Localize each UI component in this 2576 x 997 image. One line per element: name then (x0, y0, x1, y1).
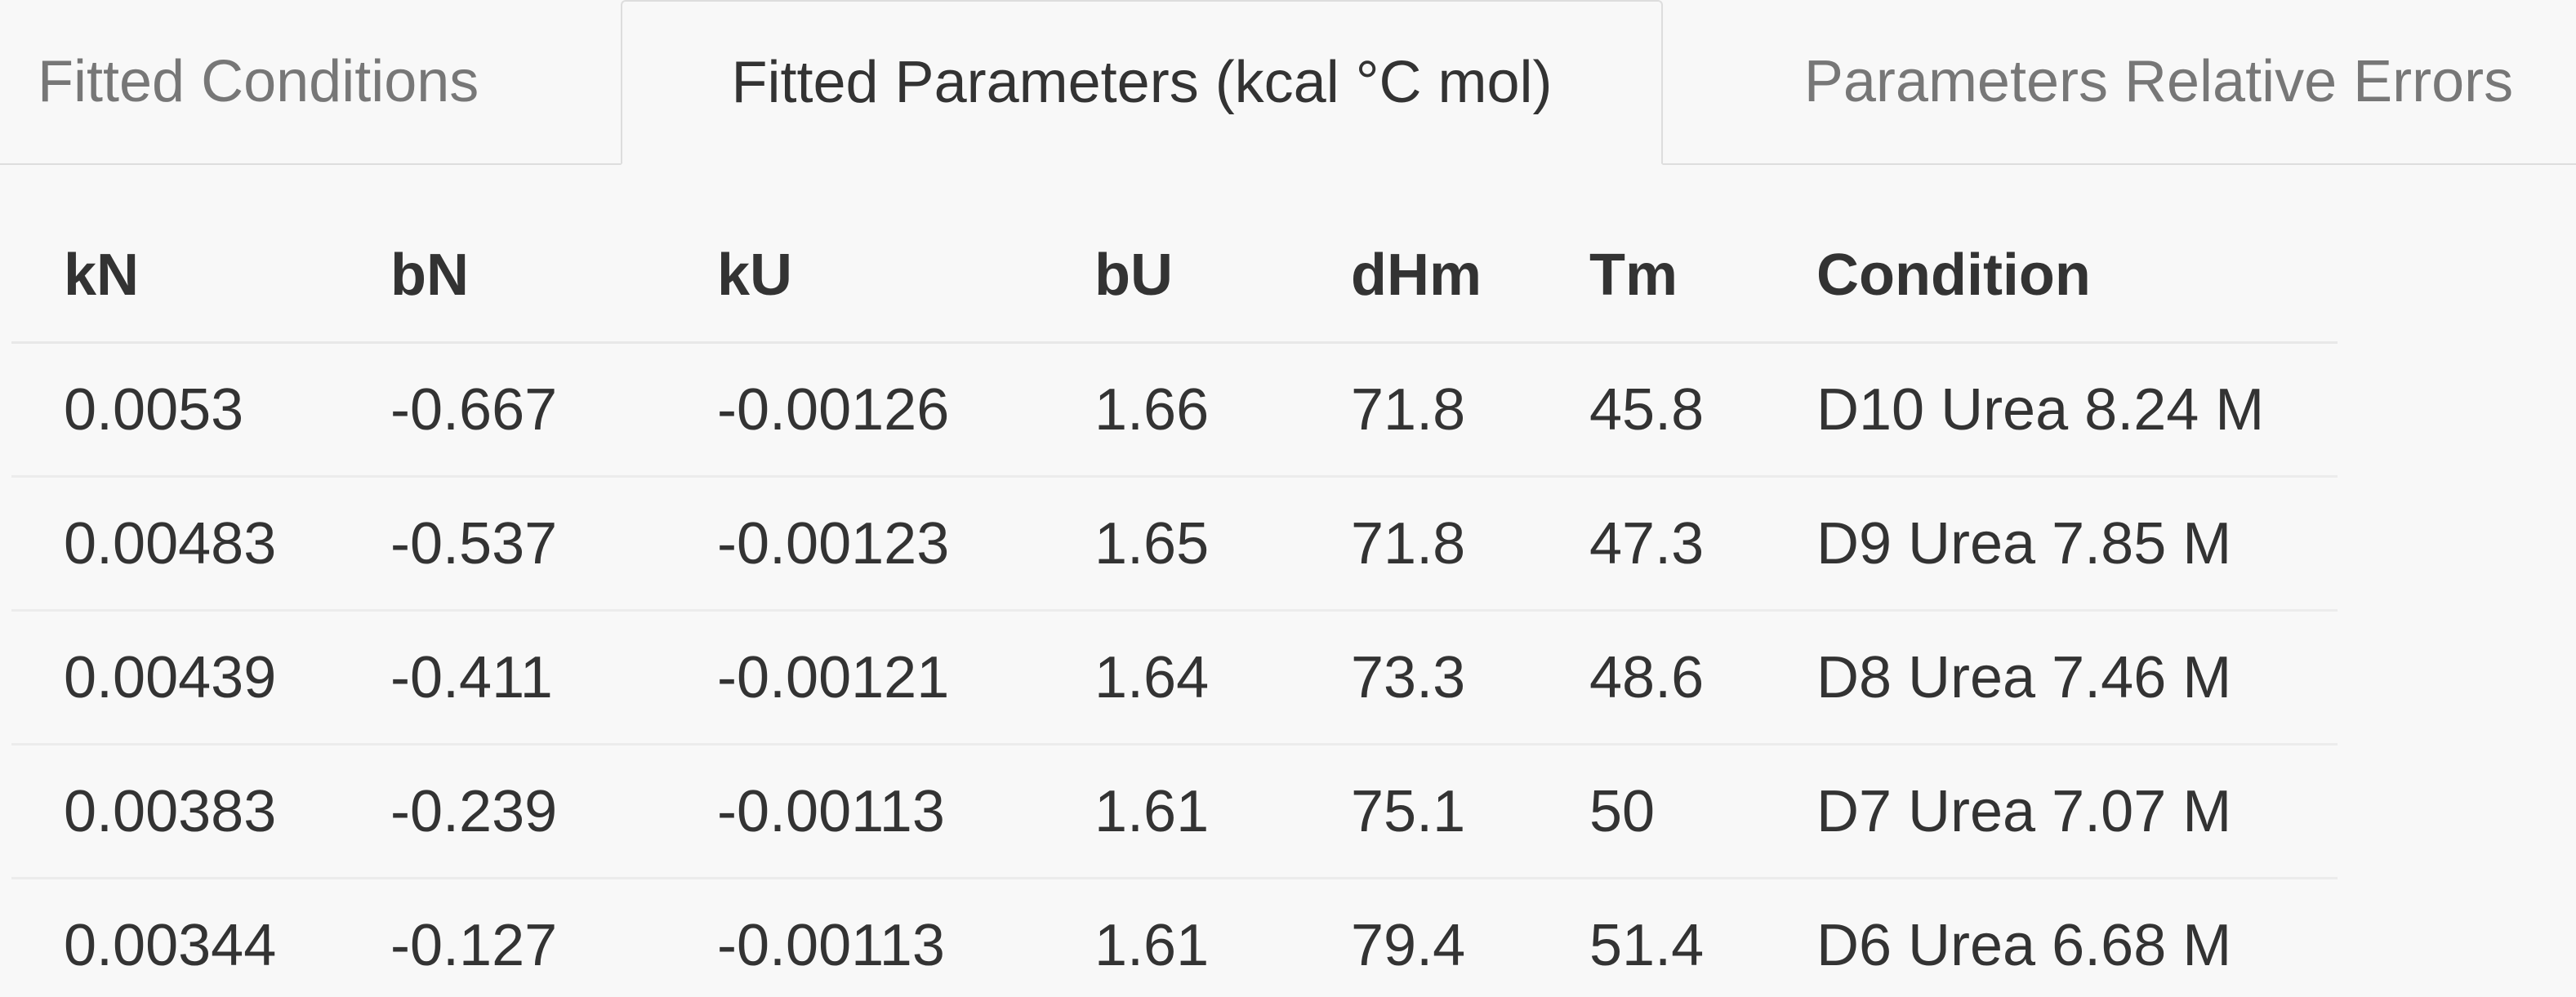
table-row: 0.0053 -0.667 -0.00126 1.66 71.8 45.8 D1… (11, 342, 2338, 478)
tab-bar: Fitted Conditions Fitted Parameters (kca… (0, 0, 2576, 165)
cell-bu: 1.61 (1094, 912, 1210, 978)
cell-ku: -0.00121 (665, 610, 1042, 746)
cell-ku: -0.00113 (717, 912, 945, 978)
cell-bu: 1.65 (1042, 476, 1299, 612)
cell-kn: 0.00483 (11, 476, 338, 612)
cell-dhm: 73.3 (1299, 610, 1537, 746)
fitted-parameters-table-container: kN bN kU bU dHm Tm Condition 0.0053 -0.6… (11, 209, 2338, 997)
cell-condition: D10 Urea 8.24 M (1764, 342, 2338, 478)
cell-dhm: 71.8 (1299, 342, 1537, 478)
tab-fitted-parameters[interactable]: Fitted Parameters (kcal °C mol) (621, 0, 1663, 165)
cell-condition: D8 Urea 7.46 M (1764, 610, 2338, 746)
cell-tm: 45.8 (1537, 342, 1764, 478)
cell-tm: 50 (1537, 744, 1764, 879)
cell-tm: 51.4 (1589, 912, 1705, 978)
cell-ku: -0.00113 (665, 744, 1042, 879)
cell-condition: D9 Urea 7.85 M (1764, 476, 2338, 612)
table-row: 0.00383 -0.239 -0.00113 1.61 75.1 50 D7 … (11, 744, 2338, 879)
column-header-tm[interactable]: Tm (1537, 209, 1764, 344)
cell-kn: 0.00383 (11, 744, 338, 879)
cell-kn: 0.0053 (11, 342, 338, 478)
cell-kn: 0.00344 (64, 912, 277, 978)
column-header-kn[interactable]: kN (11, 209, 338, 344)
cell-bn: -0.239 (338, 744, 665, 879)
cell-tm: 47.3 (1537, 476, 1764, 612)
cell-bu: 1.61 (1042, 744, 1299, 879)
column-header-bu[interactable]: bU (1042, 209, 1299, 344)
cell-bn: -0.537 (338, 476, 665, 612)
tab-fitted-conditions[interactable]: Fitted Conditions (38, 49, 479, 114)
table-row: 0.00439 -0.411 -0.00121 1.64 73.3 48.6 D… (11, 610, 2338, 746)
tab-parameters-relative-errors[interactable]: Parameters Relative Errors (1803, 49, 2514, 114)
column-header-condition[interactable]: Condition (1764, 209, 2338, 344)
cell-dhm: 75.1 (1299, 744, 1537, 879)
column-header-ku[interactable]: kU (665, 209, 1042, 344)
cell-ku: -0.00126 (665, 342, 1042, 478)
column-header-bn[interactable]: bN (338, 209, 665, 344)
table-row: 0.00483 -0.537 -0.00123 1.65 71.8 47.3 D… (11, 476, 2338, 612)
cell-condition: D7 Urea 7.07 M (1764, 744, 2338, 879)
cell-condition: D6 Urea 6.68 M (1816, 912, 2232, 978)
cell-ku: -0.00123 (665, 476, 1042, 612)
cell-bn: -0.127 (390, 912, 558, 978)
fitted-parameters-table: kN bN kU bU dHm Tm Condition 0.0053 -0.6… (11, 209, 2338, 997)
cell-bn: -0.667 (338, 342, 665, 478)
table-header-row: kN bN kU bU dHm Tm Condition (11, 209, 2338, 344)
table-row: 0.00344 -0.127 -0.00113 1.61 79.4 51.4 D… (11, 879, 2338, 997)
cell-bu: 1.64 (1042, 610, 1299, 746)
cell-bn: -0.411 (338, 610, 665, 746)
cell-tm: 48.6 (1537, 610, 1764, 746)
cell-dhm: 79.4 (1351, 912, 1466, 978)
column-header-dhm[interactable]: dHm (1299, 209, 1537, 344)
cell-dhm: 71.8 (1299, 476, 1537, 612)
cell-kn: 0.00439 (11, 610, 338, 746)
cell-bu: 1.66 (1042, 342, 1299, 478)
